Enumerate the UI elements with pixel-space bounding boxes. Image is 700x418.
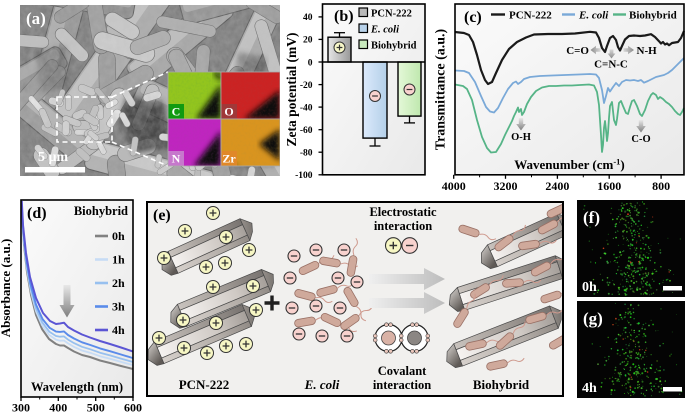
svg-text:Absorbance (a.u.): Absorbance (a.u.) xyxy=(0,239,13,338)
svg-text:Biohybrid: Biohybrid xyxy=(74,204,128,218)
svg-text:(a): (a) xyxy=(26,9,46,28)
svg-text:300: 300 xyxy=(12,401,30,415)
svg-text:Zeta potential (mV): Zeta potential (mV) xyxy=(284,33,299,147)
svg-text:20: 20 xyxy=(303,36,313,46)
svg-text:Transmittance (a.u.): Transmittance (a.u.) xyxy=(434,28,449,150)
svg-text:Wavelength (nm): Wavelength (nm) xyxy=(31,380,123,394)
svg-text:PCN-222: PCN-222 xyxy=(509,10,552,22)
svg-text:O: O xyxy=(224,105,233,119)
svg-text:(g): (g) xyxy=(583,309,603,328)
svg-text:E. coli: E. coli xyxy=(370,25,399,36)
svg-text:4h: 4h xyxy=(112,323,125,337)
svg-text:5 μm: 5 μm xyxy=(38,150,68,165)
svg-text:3200: 3200 xyxy=(494,179,518,193)
svg-text:1h: 1h xyxy=(112,253,125,267)
svg-text:3h: 3h xyxy=(112,300,125,314)
svg-text:Covalant: Covalant xyxy=(378,364,427,378)
svg-text:interaction: interaction xyxy=(374,219,432,233)
svg-text:1600: 1600 xyxy=(597,179,621,193)
svg-text:Zr: Zr xyxy=(222,152,236,166)
svg-text:600: 600 xyxy=(124,401,142,415)
svg-text:Biohybrid: Biohybrid xyxy=(371,41,417,52)
svg-text:0h: 0h xyxy=(112,229,125,243)
svg-text:-40: -40 xyxy=(300,103,313,113)
svg-text:Wavenumber (cm-1): Wavenumber (cm-1) xyxy=(514,157,625,173)
svg-text:C: C xyxy=(172,105,181,119)
svg-text:Electrostatic: Electrostatic xyxy=(369,205,437,219)
svg-text:400: 400 xyxy=(49,401,67,415)
svg-text:-80: -80 xyxy=(300,149,313,159)
svg-text:0h: 0h xyxy=(582,280,597,295)
svg-text:C=O: C=O xyxy=(566,45,589,57)
svg-text:N-H: N-H xyxy=(637,45,658,57)
svg-text:-60: -60 xyxy=(300,126,313,136)
svg-text:Biohybrid: Biohybrid xyxy=(629,10,677,22)
svg-text:PCN-222: PCN-222 xyxy=(371,9,412,20)
svg-text:-100: -100 xyxy=(295,171,313,181)
svg-text:4000: 4000 xyxy=(442,179,466,193)
svg-text:interaction: interaction xyxy=(373,378,431,392)
svg-text:40: 40 xyxy=(303,13,313,23)
svg-text:C-O: C-O xyxy=(631,134,650,145)
svg-text:(d): (d) xyxy=(27,205,47,222)
svg-text:E. coli: E. coli xyxy=(578,10,609,22)
svg-text:800: 800 xyxy=(652,179,670,193)
svg-text:O-H: O-H xyxy=(511,132,531,143)
svg-text:N: N xyxy=(172,152,181,166)
svg-text:C=N-C: C=N-C xyxy=(594,59,628,71)
svg-text:Biohybrid: Biohybrid xyxy=(473,377,530,392)
svg-text:4h: 4h xyxy=(582,381,597,396)
svg-text:2h: 2h xyxy=(112,276,125,290)
svg-text:(b): (b) xyxy=(334,8,354,25)
svg-text:(f): (f) xyxy=(583,208,600,227)
svg-text:(e): (e) xyxy=(153,207,171,224)
svg-text:(c): (c) xyxy=(464,9,482,26)
svg-text:PCN-222: PCN-222 xyxy=(179,377,230,392)
svg-text:500: 500 xyxy=(87,401,105,415)
svg-text:0: 0 xyxy=(308,58,313,68)
svg-text:-20: -20 xyxy=(300,81,313,91)
svg-text:2400: 2400 xyxy=(545,179,569,193)
svg-text:E. coli: E. coli xyxy=(304,377,340,392)
